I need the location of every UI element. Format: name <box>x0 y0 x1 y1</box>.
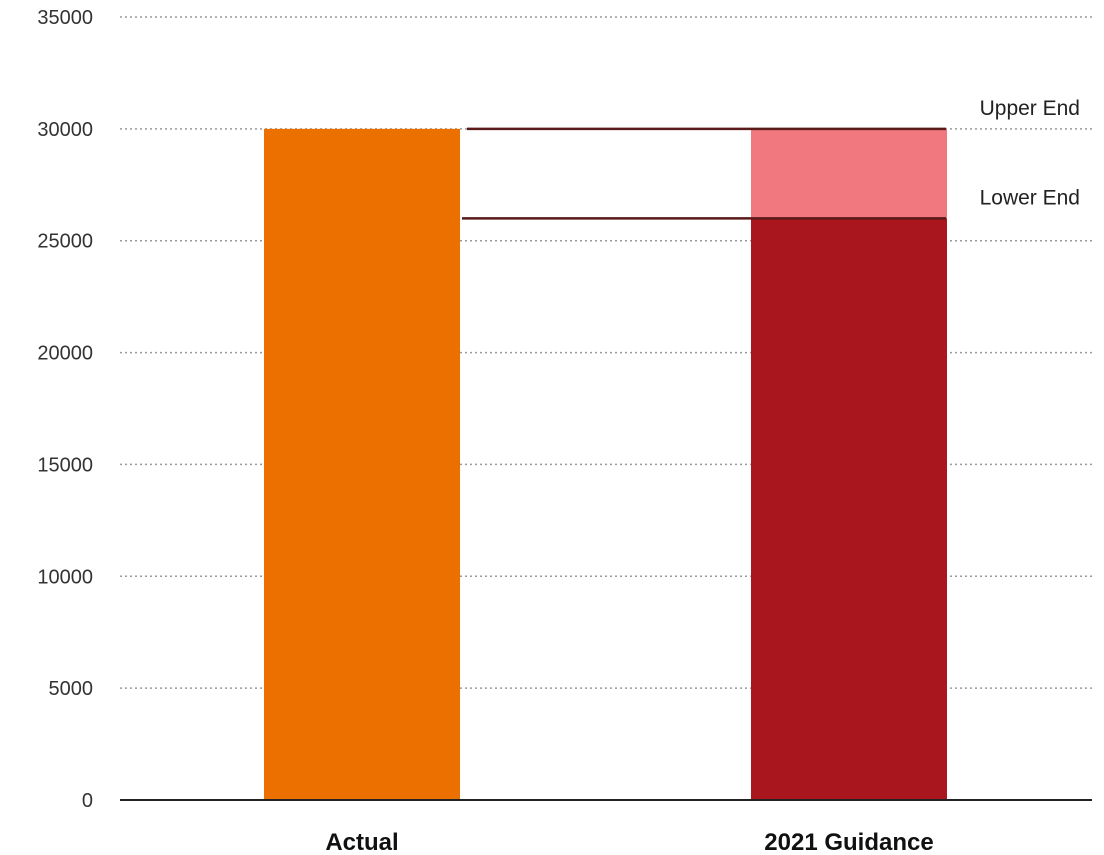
reference-lines: Upper End Lower End <box>462 97 1080 220</box>
y-tick-label: 15000 <box>37 454 93 476</box>
y-tick-label: 35000 <box>37 7 93 29</box>
x-category-label: Actual <box>325 829 398 855</box>
bar-0-segment-0 <box>264 128 460 800</box>
y-tick-label: 0 <box>82 790 93 812</box>
bars <box>264 128 947 801</box>
y-tick-label: 25000 <box>37 231 93 253</box>
reference-label-0: Upper End <box>980 97 1080 120</box>
y-tick-label: 20000 <box>37 343 93 365</box>
bar-1-segment-1 <box>751 128 947 219</box>
y-tick-label: 5000 <box>49 678 94 700</box>
x-axis-categories: Actual 2021 Guidance <box>325 829 933 855</box>
y-axis-ticks: 0 5000 10000 15000 20000 25000 30000 35000 <box>37 7 93 812</box>
x-category-label: 2021 Guidance <box>764 829 933 855</box>
y-tick-label: 10000 <box>37 566 93 588</box>
bar-1-segment-0 <box>751 218 947 801</box>
reference-label-1: Lower End <box>980 186 1080 209</box>
y-tick-label: 30000 <box>37 119 93 141</box>
